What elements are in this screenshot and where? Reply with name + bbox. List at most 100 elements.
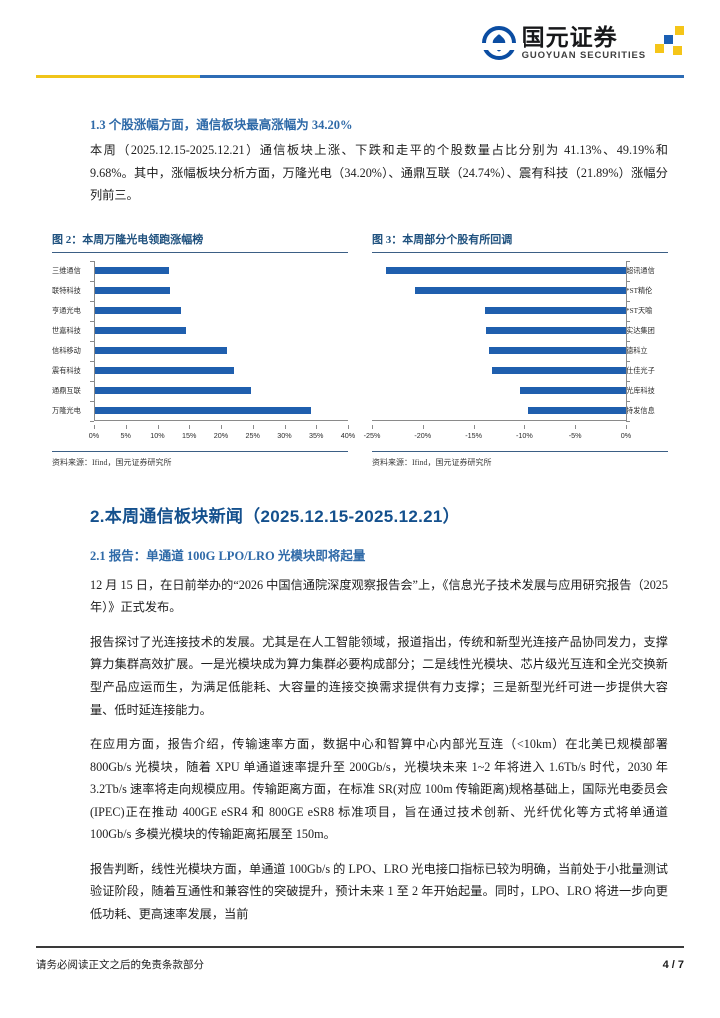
chart-x-tick-mark bbox=[316, 424, 318, 429]
chart-category-tick bbox=[90, 360, 94, 362]
chart-x-tick-label: -20% bbox=[414, 430, 432, 440]
chart-bar-row: 联特科技 bbox=[52, 281, 348, 301]
chart-bar-row: 三维通信 bbox=[52, 261, 348, 281]
brand-name-cn: 国元证券 bbox=[521, 24, 618, 50]
chart-category-label: 超讯通信 bbox=[626, 266, 655, 275]
chart-x-tick-label: -5% bbox=[568, 430, 582, 440]
brand-squares-icon bbox=[654, 26, 684, 60]
chart-x-tick-label: -15% bbox=[465, 430, 482, 440]
chart-bar-row: *ST天喻 bbox=[372, 301, 668, 321]
chart-x-tick-label: -25% bbox=[363, 430, 381, 440]
section-2-paragraph-1: 12 月 15 日，在日前举办的“2026 中国信通院深度观察报告会”上，《信息… bbox=[90, 577, 668, 615]
chart-category-tick bbox=[90, 320, 94, 322]
chart-x-tick-label: 5% bbox=[120, 430, 131, 440]
chart-x-tick-mark bbox=[524, 424, 526, 429]
chart-bar-row: 仕佳光子 bbox=[372, 361, 668, 381]
chart-bar bbox=[94, 347, 228, 355]
section-2-subheading: 2.1 报告：单通道 100G LPO/LRO 光模块即将起量 bbox=[90, 548, 366, 563]
chart-bar-row: 德科立 bbox=[372, 341, 668, 361]
chart-bar-row: 特发信息 bbox=[372, 401, 668, 421]
figure-3-body: 超讯通信 *ST精伦 *ST天喻 实达集团 德科立 仕佳光子 光库科技 特发信息 -25% -20… bbox=[364, 257, 668, 449]
gainers-bar-chart: 三维通信 联特科技 亨通光电 世嘉科技 信科移动 震有科技 通鼎互联 万隆光电 0% 5% 10% 1… bbox=[52, 257, 355, 449]
chart-x-tick-label: 40% bbox=[340, 430, 356, 440]
footer-page-number: 4 / 7 bbox=[662, 959, 684, 971]
chart-zero-axis bbox=[94, 260, 95, 421]
chart-bar bbox=[94, 367, 234, 375]
chart-category-label: 德科立 bbox=[626, 346, 648, 355]
section-2-paragraph-3: 在应用方面，报告介绍，传输速率方面，数据中心和智算中心内部光互连（<10km）在… bbox=[90, 737, 668, 842]
chart-category-label: 实达集团 bbox=[626, 326, 655, 335]
figure-2: 图 2：本周万隆光电领跑涨幅榜 三维通信联特科技亨通光电世嘉科技信科移动震有科技… bbox=[52, 231, 360, 468]
chart-category-label: 震有科技 bbox=[52, 366, 81, 375]
chart-category-tick bbox=[626, 340, 630, 342]
chart-x-tick-label: 0% bbox=[620, 430, 632, 440]
brand-logo: 国元证券 GUOYUAN SECURITIES bbox=[481, 24, 684, 61]
chart-bar-row: 信科移动 bbox=[52, 341, 348, 361]
section-1-paragraph: 本周（2025.12.15-2025.12.21）通信板块上涨、下跌和走平的个股… bbox=[90, 143, 668, 203]
chart-x-tick-label: 20% bbox=[213, 430, 229, 440]
chart-x-tick-mark bbox=[422, 424, 424, 429]
chart-category-label: 亨通光电 bbox=[52, 306, 81, 315]
chart-bar bbox=[491, 367, 626, 375]
chart-category-tick bbox=[626, 320, 630, 322]
chart-x-tick-mark bbox=[372, 424, 373, 429]
figure-2-body: 三维通信 联特科技 亨通光电 世嘉科技 信科移动 震有科技 通鼎互联 万隆光电 0% 5% 10% 1… bbox=[52, 257, 355, 449]
section-2-heading: 2.本周通信板块新闻（2025.12.15-2025.12.21） bbox=[90, 506, 460, 526]
figure-2-title: 图 2：本周万隆光电领跑涨幅榜 bbox=[52, 231, 348, 253]
brand-square-yellow-3 bbox=[673, 46, 682, 56]
chart-x-axis bbox=[372, 419, 626, 421]
chart-x-ticks: 0% 5% 10% 15% 20% 25% 30% 35% 40% bbox=[89, 424, 355, 443]
chart-category-tick bbox=[90, 420, 94, 422]
chart-bar bbox=[94, 267, 169, 275]
chart-x-tick-mark bbox=[94, 424, 95, 429]
chart-bar bbox=[414, 287, 626, 295]
brand-square-yellow-2 bbox=[655, 44, 664, 54]
chart-category-label: 世嘉科技 bbox=[52, 326, 81, 335]
page-content: 1.3 个股涨幅方面，通信板块最高涨幅为 34.20% 本周（2025.12.1… bbox=[0, 114, 720, 926]
chart-bar bbox=[94, 307, 181, 315]
chart-bar-row: *ST精伦 bbox=[372, 281, 668, 301]
chart-bar-row: 通鼎互联 bbox=[52, 381, 348, 401]
figure-2-source: 资料来源：Ifind，国元证券研究所 bbox=[52, 450, 348, 468]
chart-x-tick-mark bbox=[189, 424, 191, 429]
chart-category-label: 通鼎互联 bbox=[52, 386, 81, 395]
chart-bar-row: 万隆光电 bbox=[52, 401, 348, 421]
chart-category-tick bbox=[90, 400, 94, 402]
decliners-bar-chart: 超讯通信 *ST精伦 *ST天喻 实达集团 德科立 仕佳光子 光库科技 特发信息 -25% -20… bbox=[364, 257, 668, 449]
chart-x-tick-label: 10% bbox=[150, 430, 165, 440]
chart-category-label: 三维通信 bbox=[52, 266, 81, 275]
chart-bar bbox=[94, 387, 252, 395]
figure-3-title: 图 3：本周部分个股有所回调 bbox=[372, 231, 668, 253]
brand-name-en: GUOYUAN SECURITIES bbox=[521, 50, 646, 61]
chart-x-tick-label: -10% bbox=[516, 430, 533, 440]
chart-bar bbox=[484, 307, 626, 315]
chart-category-label: *ST精伦 bbox=[626, 286, 653, 295]
page-header: 国元证券 GUOYUAN SECURITIES bbox=[0, 0, 720, 88]
brand-square-blue-1 bbox=[664, 35, 673, 45]
figure-3-source: 资料来源：Ifind，国元证券研究所 bbox=[372, 450, 668, 468]
chart-bar-row: 实达集团 bbox=[372, 321, 668, 341]
brand-square-yellow-1 bbox=[675, 26, 684, 36]
chart-bar-row: 超讯通信 bbox=[372, 261, 668, 281]
chart-bar-row: 世嘉科技 bbox=[52, 321, 348, 341]
chart-category-tick bbox=[626, 420, 630, 422]
chart-category-label: 万隆光电 bbox=[52, 406, 81, 415]
chart-bar-row: 亨通光电 bbox=[52, 301, 348, 321]
chart-category-tick bbox=[90, 380, 94, 382]
chart-category-tick bbox=[626, 260, 630, 262]
chart-x-tick-mark bbox=[575, 424, 577, 429]
chart-x-ticks: -25% -20% -15% -10% -5% 0% bbox=[364, 424, 631, 443]
chart-category-tick bbox=[90, 340, 94, 342]
chart-bar bbox=[488, 347, 626, 355]
footer-rule bbox=[36, 946, 684, 948]
section-2-paragraph-4: 报告判断，线性光模块方面，单通道 100Gb/s 的 LPO、LRO 光电接口指… bbox=[90, 861, 668, 921]
chart-x-tick-label: 30% bbox=[277, 430, 292, 440]
header-rule bbox=[36, 75, 684, 78]
chart-bar bbox=[94, 287, 170, 295]
section-2: 2.本周通信板块新闻（2025.12.15-2025.12.21） 2.1 报告… bbox=[38, 502, 682, 926]
chart-x-tick-label: 15% bbox=[182, 430, 197, 440]
chart-x-tick-mark bbox=[252, 424, 254, 429]
chart-x-tick-mark bbox=[125, 424, 127, 429]
chart-x-tick-mark bbox=[473, 424, 475, 429]
chart-bar bbox=[485, 327, 626, 335]
